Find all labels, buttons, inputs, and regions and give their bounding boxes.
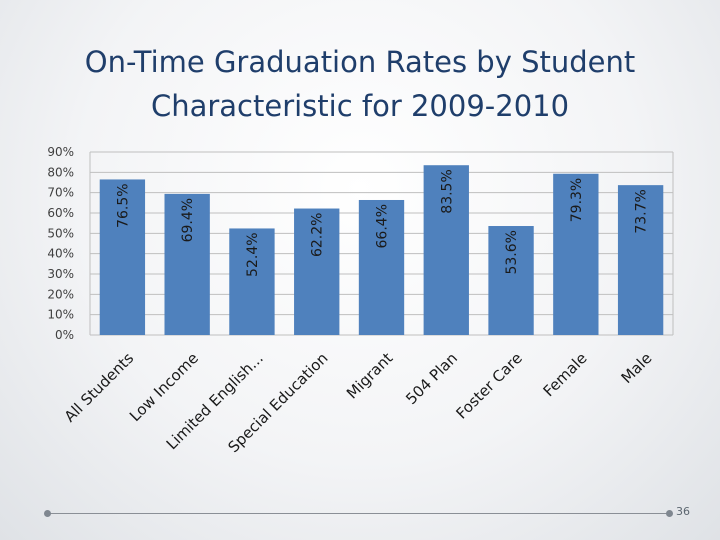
x-tick-label: 504 Plan — [402, 349, 461, 408]
slide-title-line2: Characteristic for 2009-2010 — [150, 89, 570, 123]
x-tick-label: All Students — [61, 349, 138, 426]
bar — [229, 228, 275, 335]
footer-dot-right — [666, 510, 673, 517]
x-tick-label: Female — [540, 349, 591, 400]
x-tick-label: Male — [618, 349, 656, 387]
bar — [553, 173, 599, 335]
y-tick-label: 0% — [55, 328, 74, 342]
y-tick-label: 60% — [47, 206, 74, 220]
bar — [164, 193, 210, 335]
bar — [99, 179, 146, 335]
y-tick-label: 90% — [47, 145, 74, 159]
bar — [617, 185, 664, 335]
x-tick-label: Migrant — [343, 349, 396, 402]
y-tick-label: 30% — [47, 267, 74, 281]
data-labels: 76.5% 69.4% 52.4% 62.2% 66.4% 83.5% 53.6% 79.3%… — [115, 169, 649, 277]
bar — [358, 199, 405, 335]
bar — [294, 208, 340, 335]
slide-title: On-Time Graduation Rates by Student Char… — [40, 40, 680, 128]
slide-title-line1: On-Time Graduation Rates by Student — [84, 45, 636, 79]
footer-rule — [48, 513, 670, 514]
bar — [488, 226, 534, 335]
y-tick-label: 70% — [47, 186, 74, 200]
bar — [423, 165, 469, 335]
data-label: 53.6% — [504, 230, 520, 274]
y-tick-label: 10% — [47, 308, 74, 322]
data-label: 66.4% — [375, 204, 391, 248]
footer-dot-left — [44, 510, 51, 517]
y-tick-label: 20% — [47, 287, 74, 301]
y-tick-label: 50% — [47, 226, 74, 240]
data-label: 73.7% — [634, 189, 650, 233]
y-tick-label: 80% — [47, 165, 74, 179]
data-label: 76.5% — [115, 183, 131, 227]
data-label: 69.4% — [180, 198, 196, 242]
data-label: 83.5% — [439, 169, 455, 213]
y-tick-label: 40% — [47, 247, 74, 261]
data-label: 62.2% — [310, 213, 326, 257]
page-number: 36 — [676, 505, 690, 518]
y-axis-tick-labels: 0% 10% 20% 30% 40% 50% 60% 70% 80% 90% — [47, 145, 74, 342]
bars — [99, 165, 664, 335]
data-label: 52.4% — [245, 232, 261, 276]
data-label: 79.3% — [569, 178, 585, 222]
x-tick-label: Foster Care — [452, 349, 525, 422]
